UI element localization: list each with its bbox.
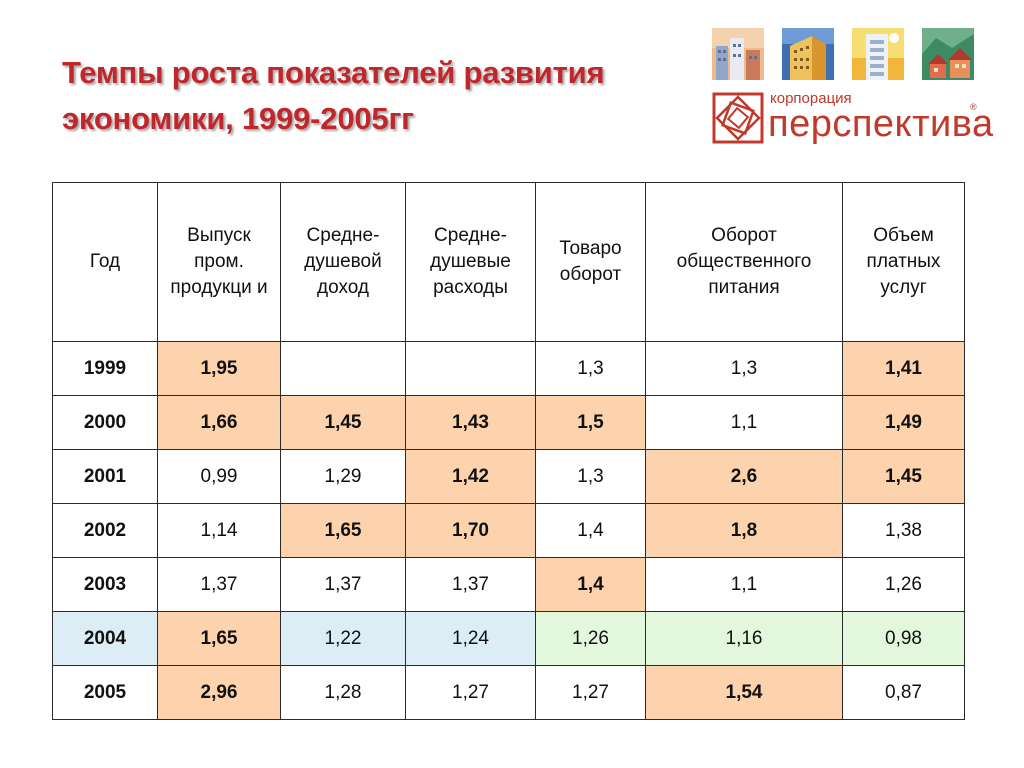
table-cell: 1,8 — [645, 503, 843, 558]
table-cell: 1,54 — [645, 665, 843, 720]
table-cell: 1,37 — [280, 557, 406, 612]
office-building-icon — [782, 28, 834, 80]
table-cell: 1,95 — [157, 341, 281, 396]
table-cell: 1,24 — [405, 611, 536, 666]
year-cell: 2004 — [52, 611, 158, 666]
table-cell: 1,4 — [535, 557, 646, 612]
logo-wordmark: перспектива — [768, 103, 994, 145]
year-cell: 2001 — [52, 449, 158, 504]
table-row: 2004 1,65 1,22 1,24 1,26 1,16 0,98 — [52, 611, 965, 666]
table-cell: 0,87 — [842, 665, 965, 720]
table-cell: 1,22 — [280, 611, 406, 666]
table-cell: 1,26 — [842, 557, 965, 612]
table-row: 2000 1,66 1,45 1,43 1,5 1,1 1,49 — [52, 395, 965, 450]
skyscraper-icon — [852, 28, 904, 80]
header-year: Год — [52, 182, 158, 342]
table-row: 2002 1,14 1,65 1,70 1,4 1,8 1,38 — [52, 503, 965, 558]
city-icon — [712, 28, 764, 80]
header-per-capita-expenses: Средне- душевые расходы — [405, 182, 536, 342]
slide-title-line2: экономики, 1999-2005гг — [62, 101, 414, 136]
table-cell: 1,16 — [645, 611, 843, 666]
header-catering-turnover: Оборот общественного питания — [645, 182, 843, 342]
table-cell: 1,45 — [280, 395, 406, 450]
table-cell: 1,29 — [280, 449, 406, 504]
year-cell: 2002 — [52, 503, 158, 558]
header-paid-services: Объем платных услуг — [842, 182, 965, 342]
table-cell — [405, 341, 536, 396]
spiral-logo-icon — [712, 92, 764, 144]
table-cell: 1,43 — [405, 395, 536, 450]
year-cell: 2005 — [52, 665, 158, 720]
slide-title-line1: Темпы роста показателей развития — [62, 55, 605, 90]
table-cell: 1,42 — [405, 449, 536, 504]
table-cell: 1,1 — [645, 557, 843, 612]
table-row: 2005 2,96 1,28 1,27 1,27 1,54 0,87 — [52, 665, 965, 720]
header-industrial-output: Выпуск пром. продукци и — [157, 182, 281, 342]
table-cell: 1,41 — [842, 341, 965, 396]
table-cell: 1,27 — [405, 665, 536, 720]
table-cell: 1,4 — [535, 503, 646, 558]
logo-icon-strip — [712, 28, 974, 80]
table-row: 2003 1,37 1,37 1,37 1,4 1,1 1,26 — [52, 557, 965, 612]
table-cell: 1,65 — [280, 503, 406, 558]
header-per-capita-income: Средне- душевой доход — [280, 182, 406, 342]
table-cell: 0,99 — [157, 449, 281, 504]
table-cell: 1,38 — [842, 503, 965, 558]
table-cell: 1,28 — [280, 665, 406, 720]
year-cell: 2000 — [52, 395, 158, 450]
header-retail-turnover: Товаро оборот — [535, 182, 646, 342]
slide-title: Темпы роста показателей развития экономи… — [62, 50, 662, 142]
table-cell: 1,26 — [535, 611, 646, 666]
logo-subtitle: корпорация — [770, 90, 852, 107]
table-cell: 1,3 — [535, 449, 646, 504]
table-row: 2001 0,99 1,29 1,42 1,3 2,6 1,45 — [52, 449, 965, 504]
registered-mark: ® — [970, 102, 977, 112]
table-cell: 1,49 — [842, 395, 965, 450]
table-cell: 1,66 — [157, 395, 281, 450]
year-cell: 1999 — [52, 341, 158, 396]
table-cell: 1,3 — [535, 341, 646, 396]
table-row: 1999 1,95 1,3 1,3 1,41 — [52, 341, 965, 396]
houses-icon — [922, 28, 974, 80]
table-header-row: Год Выпуск пром. продукци и Средне- душе… — [52, 182, 965, 342]
table-cell: 1,3 — [645, 341, 843, 396]
table-cell: 1,45 — [842, 449, 965, 504]
growth-rates-table: Год Выпуск пром. продукци и Средне- душе… — [52, 182, 965, 720]
table-cell: 2,96 — [157, 665, 281, 720]
table-cell: 0,98 — [842, 611, 965, 666]
table-cell: 1,5 — [535, 395, 646, 450]
table-cell: 1,37 — [405, 557, 536, 612]
table-cell: 1,65 — [157, 611, 281, 666]
table-cell — [280, 341, 406, 396]
table-cell: 1,70 — [405, 503, 536, 558]
year-cell: 2003 — [52, 557, 158, 612]
table-cell: 2,6 — [645, 449, 843, 504]
table-cell: 1,1 — [645, 395, 843, 450]
table-cell: 1,14 — [157, 503, 281, 558]
table-cell: 1,27 — [535, 665, 646, 720]
table-cell: 1,37 — [157, 557, 281, 612]
